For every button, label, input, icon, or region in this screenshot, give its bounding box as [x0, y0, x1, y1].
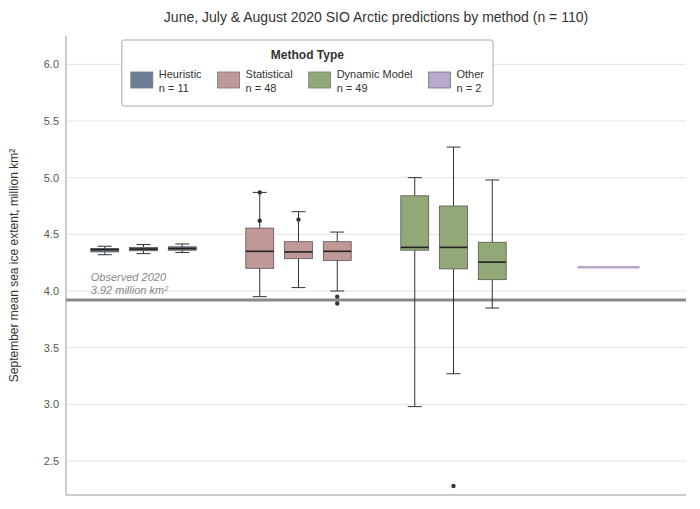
whisker-high	[414, 178, 415, 196]
series-heuristic	[91, 244, 196, 255]
chart: 2.5 3.0 3.5 4.0 4.5 5.0 5.5 6.0 June, July & Aug…	[0, 0, 700, 509]
other-line	[578, 266, 640, 269]
cap-high	[175, 243, 189, 244]
flier	[451, 484, 455, 488]
whisker-low	[337, 260, 338, 291]
cap-high	[98, 246, 112, 247]
cap-low	[292, 287, 306, 288]
median	[323, 251, 351, 253]
flier	[258, 190, 262, 194]
flier	[296, 217, 300, 221]
cap-high	[137, 244, 151, 245]
box	[323, 242, 351, 261]
y-tick-labels: 2.5 3.0 3.5 4.0 4.5 5.0 5.5 6.0	[44, 58, 59, 467]
cap-high	[292, 211, 306, 212]
median	[168, 248, 196, 250]
reference-lines	[66, 300, 686, 301]
cap-high	[408, 177, 422, 178]
legend-n-label: n = 48	[246, 82, 277, 94]
whisker-low	[259, 268, 260, 296]
box	[130, 247, 158, 250]
legend-n-label: n = 11	[159, 82, 189, 94]
median	[285, 251, 313, 253]
median	[130, 248, 158, 250]
grid-line	[66, 461, 686, 462]
cap-low	[98, 254, 112, 255]
y-tick-label: 6.0	[44, 58, 59, 70]
cap-low	[137, 253, 151, 254]
y-axis-label: September mean sea ice extent, million k…	[7, 149, 21, 382]
cap-low	[175, 252, 189, 253]
median	[91, 249, 119, 251]
y-tick-label: 4.5	[44, 228, 59, 240]
box	[246, 228, 274, 268]
flier	[258, 219, 262, 223]
legend-title: Method Type	[271, 48, 344, 62]
y-tick-label: 3.5	[44, 342, 59, 354]
series-dynamic-model	[401, 147, 506, 488]
box	[478, 242, 506, 279]
cap-low	[253, 296, 267, 297]
median	[478, 261, 506, 263]
box	[401, 196, 429, 250]
whisker-high	[337, 232, 338, 242]
cap-high	[447, 147, 461, 148]
legend: Heuristic n = 11 Statistical n = 48 Dynamic …	[122, 40, 493, 106]
cap-low	[408, 406, 422, 407]
grid	[66, 64, 686, 461]
box	[91, 249, 119, 252]
y-tick-label: 2.5	[44, 455, 59, 467]
y-tick-label: 5.0	[44, 172, 59, 184]
whisker-low	[492, 280, 493, 308]
box	[440, 206, 468, 269]
y-tick-label: 3.0	[44, 398, 59, 410]
chart-title: June, July & August 2020 SIO Arctic pred…	[164, 9, 588, 25]
whisker-low	[298, 259, 299, 288]
observed-label-line: 3.92 million km²	[91, 284, 168, 296]
flier	[335, 301, 339, 305]
median	[440, 247, 468, 249]
whisker-low	[414, 250, 415, 406]
legend-n-label: n = 49	[337, 82, 368, 94]
grid-line	[66, 404, 686, 405]
legend-label: Heuristic	[159, 68, 202, 80]
box	[168, 247, 196, 250]
legend-swatch	[218, 72, 240, 88]
grid-line	[66, 234, 686, 235]
legend-label: Dynamic Model	[337, 68, 413, 80]
whisker-high	[298, 212, 299, 242]
y-tick-label: 4.0	[44, 285, 59, 297]
observed-line	[66, 299, 686, 302]
median	[246, 251, 274, 253]
grid-line	[66, 121, 686, 122]
whisker-high	[453, 147, 454, 206]
observed-label: Observed 20203.92 million km²	[91, 271, 168, 296]
flier	[335, 294, 339, 298]
x-axis-line	[66, 495, 686, 496]
legend-label: Other	[456, 68, 484, 80]
cap-low	[485, 308, 499, 309]
grid-line	[66, 177, 686, 178]
legend-label: Statistical	[246, 68, 293, 80]
marks	[66, 147, 686, 488]
observed-label-line: Observed 2020	[91, 271, 167, 283]
whisker-low	[453, 269, 454, 374]
series-other	[578, 267, 640, 268]
y-tick-label: 5.5	[44, 115, 59, 127]
cap-high	[485, 179, 499, 180]
legend-swatch	[309, 72, 331, 88]
cap-low	[447, 373, 461, 374]
cap-high	[330, 232, 344, 233]
box	[285, 242, 313, 259]
median	[401, 247, 429, 249]
whisker-high	[492, 180, 493, 242]
legend-n-label: n = 2	[456, 82, 481, 94]
legend-swatch	[428, 72, 450, 88]
legend-box	[122, 40, 493, 106]
grid-line	[66, 347, 686, 348]
y-axis-line	[66, 36, 67, 495]
series-statistical	[246, 190, 351, 305]
legend-swatch	[131, 72, 153, 88]
cap-low	[330, 291, 344, 292]
